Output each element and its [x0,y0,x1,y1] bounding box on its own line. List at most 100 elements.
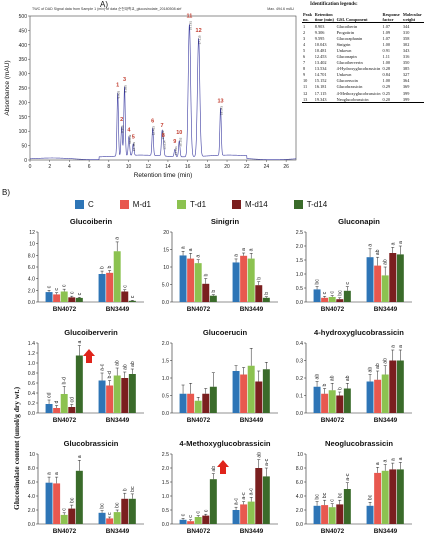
table-cell: 9.306 [314,29,325,35]
red-arrow-icon [83,349,95,363]
chromatogram-trace [29,24,297,161]
y-tick-label: 4.0 [296,494,303,500]
significance-letter: a [398,457,404,460]
significance-letter: c [69,291,75,294]
table-cell: 11 [303,84,308,90]
table-row: 12 17.115 4-Methoxyglucobrassicin 0.25 399 [302,90,424,96]
table-row: 7 13.402 Glucoiberverin 1.00 350 [302,60,424,66]
significance-letter: a [390,242,396,245]
bar-chart: Glucoiberin0.02.04.06.08.01012BN4072cccc… [28,217,144,313]
significance-letter: b [203,274,209,277]
significance-letter: ab [368,367,374,373]
significance-letter: c [196,511,202,514]
bar [343,388,351,413]
bar [209,295,217,302]
significance-letter: c [188,515,194,518]
legend-title: Identification legends: [310,2,358,7]
peak-retention-label: 9.595 [124,85,128,93]
table-cell: 10.481 [314,47,327,53]
significance-letter: a-c [241,492,247,500]
y-tick-label: 4.0 [28,277,35,283]
table-cell: 1.07 [382,35,391,41]
significance-letter: bc [315,279,321,285]
significance-letter: c [62,284,68,287]
y-tick-label: 0.0 [296,300,303,306]
bar [202,515,210,524]
table-cell: 4 [303,41,306,47]
table-cell: 0.25 [382,90,391,96]
table-cell: Gluconapin [336,54,357,60]
identification-table-header: Peak no. Retention time (min) GSL Componen… [302,12,424,23]
y-tick-label: 450 [19,28,28,34]
significance-letter: a-c [249,488,255,496]
category-label: BN4072 [321,417,345,424]
bar [381,470,389,524]
y-tick-label: 150 [19,115,28,121]
legend-label: M-d1 [132,200,152,209]
table-row: 13 19.343 Neoglucobrassicin 0.20 399 [302,96,424,104]
legend-item: M-d14 [232,200,268,209]
y-axis-title: Absorbance (mAU) [4,60,11,115]
table-cell: 10.043 [314,41,327,47]
peak-retention-label: 17.115 [198,35,202,44]
chromatogram-header-right: Max. 494.6 mAU [267,7,294,11]
bar [60,394,68,413]
legend-item: T-d14 [293,200,327,209]
bar [313,289,321,302]
significance-letter: ab [383,358,389,364]
table-cell: 1.00 [382,41,391,47]
peak-retention-label: 15.152 [178,137,182,147]
category-label: BN3449 [374,417,398,424]
peak-retention-label: 13.402 [161,130,165,140]
chart-title: Neoglucobrassicin [325,439,393,448]
bar [128,374,136,413]
significance-letter: d [54,401,60,404]
peak-number-label: 5 [132,134,135,140]
significance-letter: ab [375,363,381,369]
peak-number-label: 12 [196,28,202,34]
bar [313,505,321,524]
chart-title: Glucobrassicin [64,439,119,448]
legend-item: C [75,200,94,209]
bar [374,379,382,413]
table-cell: 1 [303,23,306,29]
bar [75,355,83,413]
significance-letter: c [107,512,113,515]
peak-retention-label: 14.701 [174,146,178,156]
y-tick-label: 10 [163,265,169,271]
peak-retention-label: 13.534 [162,140,166,150]
table-cell: 0.28 [382,66,391,72]
peak-retention-label: 16.181 [188,21,192,31]
y-tick-label: 1.0 [162,494,169,500]
y-tick-label: 0.2 [28,401,35,407]
bar [343,489,351,524]
x-tick-label: 6 [88,164,91,170]
bar [313,386,321,413]
bar [255,468,263,524]
table-cell: 9 [303,72,306,78]
y-tick-label: 2.0 [162,341,169,347]
table-row: 11 16.181 Glucobrassicin 0.29 369 [302,84,424,90]
significance-letter: cd [69,397,75,403]
significance-letter: b [100,266,106,269]
x-tick-label: 8 [107,164,110,170]
peak-number-label: 3 [123,77,126,83]
y-tick-label: 0 [24,158,27,164]
bar [262,369,270,413]
table-cell: Glucobrassicin [336,84,363,90]
significance-letter: a-c [100,363,106,371]
significance-letter: c [130,295,136,298]
legend-label: M-d14 [245,200,268,209]
y-tick-label: 6.0 [28,480,35,486]
y-tick-label: 15 [163,248,169,254]
table-cell: Neoglucobrassicin [335,96,382,104]
significance-letter: b-d [107,371,113,379]
bar [255,381,263,413]
bar [328,296,336,302]
bar-chart: Glucoiberverin 0.0 0.2 0.4 0.6 0.8 1.0 1.2 1.4 BN… [28,328,144,424]
bar [75,470,83,524]
peak-retention-label: 9.306 [121,125,125,133]
y-tick-label: 1.0 [28,361,35,367]
significance-letter: cd [47,392,53,398]
